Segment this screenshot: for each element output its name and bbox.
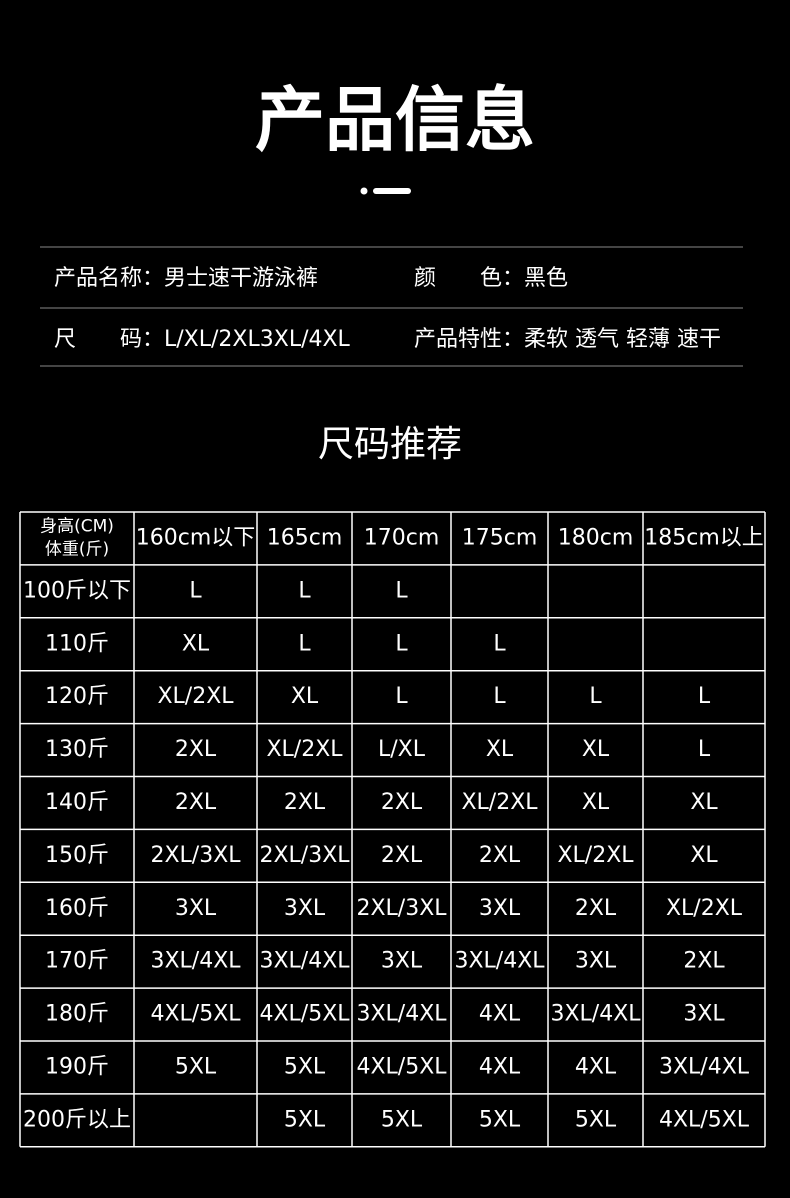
size-cell: 4XL/5XL xyxy=(659,1107,750,1132)
size-cell: 4XL xyxy=(479,1002,521,1027)
size-cell: XL xyxy=(690,843,718,868)
size-cell: XL xyxy=(582,737,610,762)
size-cell: 3XL/4XL xyxy=(356,1002,447,1027)
size-cell: 3XL xyxy=(381,949,423,974)
section-title: 尺码推荐 xyxy=(318,424,462,465)
info-label: 颜 色： xyxy=(414,266,524,291)
row-header: 150斤 xyxy=(45,843,109,868)
size-cell: L xyxy=(589,684,602,709)
column-header: 180cm xyxy=(558,525,634,550)
size-cell: 3XL xyxy=(175,896,217,921)
size-cell: 5XL xyxy=(284,1054,326,1079)
size-cell: XL/2XL xyxy=(266,737,343,762)
row-header: 180斤 xyxy=(45,1002,109,1027)
size-cell: 2XL xyxy=(575,896,617,921)
info-item: 产品特性：柔软 透气 轻薄 速干 xyxy=(414,327,721,352)
size-cell: L xyxy=(189,578,202,603)
size-cell: XL xyxy=(291,684,319,709)
info-item: 颜 色：黑色 xyxy=(414,266,568,291)
size-cell: 2XL xyxy=(479,843,521,868)
size-cell: XL xyxy=(182,631,210,656)
size-cell: 3XL/4XL xyxy=(454,949,545,974)
size-cell: L xyxy=(298,578,311,603)
info-value: 柔软 透气 轻薄 速干 xyxy=(524,327,721,352)
size-cell: XL xyxy=(690,790,718,815)
size-cell: 5XL xyxy=(479,1107,521,1132)
row-header: 200斤以上 xyxy=(23,1107,131,1132)
size-cell: L xyxy=(395,631,408,656)
size-cell: 2XL/3XL xyxy=(259,843,350,868)
corner-label: 体重(斤) xyxy=(45,539,109,559)
row-header: 110斤 xyxy=(45,631,109,656)
column-header: 160cm以下 xyxy=(136,525,256,550)
column-header: 185cm以上 xyxy=(644,525,764,550)
size-cell: L xyxy=(698,737,711,762)
corner-label: 身高(CM) xyxy=(40,516,114,536)
decor-dash xyxy=(373,188,411,194)
info-label: 产品特性： xyxy=(414,327,524,352)
size-cell: 3XL xyxy=(683,1002,725,1027)
size-cell: L xyxy=(395,578,408,603)
size-cell: 5XL xyxy=(575,1107,617,1132)
info-value: 黑色 xyxy=(524,266,568,291)
size-cell: XL xyxy=(582,790,610,815)
size-cell: 4XL xyxy=(575,1054,617,1079)
row-header: 160斤 xyxy=(45,896,109,921)
size-cell: 2XL/3XL xyxy=(150,843,241,868)
info-item: 产品名称：男士速干游泳裤 xyxy=(54,266,318,291)
page-title: 产品信息 xyxy=(255,79,535,161)
size-cell: 3XL xyxy=(284,896,326,921)
size-cell: XL/2XL xyxy=(461,790,538,815)
size-cell: 2XL xyxy=(381,790,423,815)
size-cell: 5XL xyxy=(284,1107,326,1132)
row-header: 170斤 xyxy=(45,949,109,974)
size-cell: 3XL/4XL xyxy=(550,1002,641,1027)
row-header: 100斤以下 xyxy=(23,578,131,603)
row-header: 190斤 xyxy=(45,1054,109,1079)
size-cell: L xyxy=(698,684,711,709)
size-cell: 5XL xyxy=(175,1054,217,1079)
size-cell: XL/2XL xyxy=(557,843,634,868)
size-cell: L/XL xyxy=(378,737,426,762)
size-cell: 4XL xyxy=(479,1054,521,1079)
column-header: 170cm xyxy=(364,525,440,550)
size-cell: 4XL/5XL xyxy=(356,1054,447,1079)
decor-dot xyxy=(360,187,368,195)
column-header: 165cm xyxy=(267,525,343,550)
size-cell: 3XL/4XL xyxy=(659,1054,750,1079)
size-cell: 4XL/5XL xyxy=(259,1002,350,1027)
row-header: 120斤 xyxy=(45,684,109,709)
size-cell: 2XL xyxy=(284,790,326,815)
info-label: 产品名称： xyxy=(54,266,164,291)
info-value: L/XL/2XL3XL/4XL xyxy=(164,327,351,352)
info-item: 尺 码：L/XL/2XL3XL/4XL xyxy=(54,327,351,352)
size-cell: L xyxy=(298,631,311,656)
size-cell: 3XL xyxy=(479,896,521,921)
size-cell: XL/2XL xyxy=(157,684,234,709)
size-cell: 2XL xyxy=(175,737,217,762)
size-cell: L xyxy=(493,631,506,656)
row-header: 140斤 xyxy=(45,790,109,815)
size-cell: 3XL/4XL xyxy=(150,949,241,974)
size-cell: L xyxy=(493,684,506,709)
size-cell: 2XL xyxy=(381,843,423,868)
size-cell: L xyxy=(395,684,408,709)
size-cell: 4XL/5XL xyxy=(150,1002,241,1027)
size-cell: XL xyxy=(486,737,514,762)
row-header: 130斤 xyxy=(45,737,109,762)
info-value: 男士速干游泳裤 xyxy=(164,266,318,291)
size-cell: 2XL xyxy=(683,949,725,974)
column-header: 175cm xyxy=(462,525,538,550)
size-cell: 5XL xyxy=(381,1107,423,1132)
size-cell: XL/2XL xyxy=(666,896,743,921)
info-label: 尺 码： xyxy=(54,327,164,352)
size-cell: 2XL/3XL xyxy=(356,896,447,921)
size-cell: 3XL/4XL xyxy=(259,949,350,974)
size-cell: 3XL xyxy=(575,949,617,974)
size-cell: 2XL xyxy=(175,790,217,815)
